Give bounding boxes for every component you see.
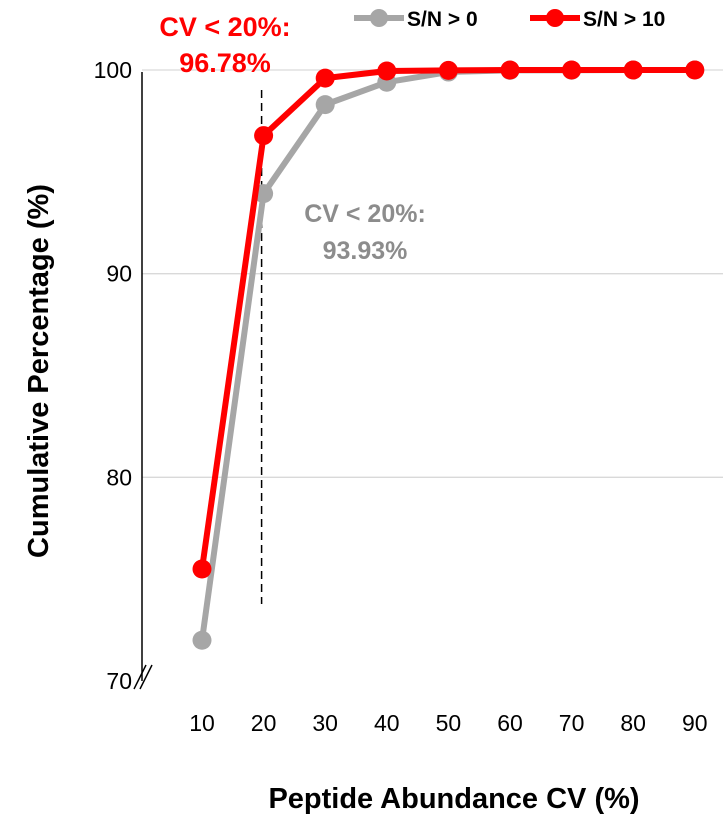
legend-label-sn0: S/N > 0 bbox=[407, 8, 478, 31]
x-tick-label-30: 30 bbox=[312, 710, 338, 736]
series-1-point-90 bbox=[685, 60, 705, 80]
x-tick-label-90: 90 bbox=[682, 710, 708, 736]
annotation-sn0-line2: 93.93% bbox=[323, 237, 408, 265]
legend-item-sn10: S/N > 10 bbox=[530, 8, 665, 31]
annotation-sn10-line1: CV < 20%: bbox=[159, 12, 290, 42]
x-axis-title: Peptide Abundance CV (%) bbox=[268, 783, 639, 815]
legend: S/N > 0 S/N > 10 bbox=[354, 8, 665, 31]
legend-label-sn10: S/N > 10 bbox=[583, 8, 665, 31]
annotation-sn10-line2: 96.78% bbox=[179, 48, 271, 78]
y-tick-label-80: 80 bbox=[106, 464, 132, 490]
series-1-point-10 bbox=[192, 559, 212, 579]
x-tick-label-40: 40 bbox=[374, 710, 400, 736]
series-1-point-40 bbox=[377, 61, 397, 81]
y-axis-title: Cumulative Percentage (%) bbox=[23, 184, 55, 558]
x-tick-label-50: 50 bbox=[436, 710, 462, 736]
legend-item-sn0: S/N > 0 bbox=[354, 8, 478, 31]
series-1-point-80 bbox=[623, 60, 643, 80]
y-tick-label-100: 100 bbox=[94, 57, 132, 83]
annotation-sn0: CV < 20%: 93.93% bbox=[304, 200, 426, 265]
series-1 bbox=[192, 60, 705, 579]
y-tick-label-70: 70 bbox=[106, 668, 132, 694]
y-tick-label-90: 90 bbox=[106, 261, 132, 287]
x-tick-label-70: 70 bbox=[559, 710, 585, 736]
x-tick-label-60: 60 bbox=[497, 710, 523, 736]
series-0 bbox=[192, 60, 705, 650]
series-line-1 bbox=[199, 67, 695, 570]
series-1-point-30 bbox=[315, 68, 335, 88]
annotation-sn10: CV < 20%: 96.78% bbox=[159, 12, 290, 78]
series-0-point-30 bbox=[315, 95, 335, 115]
series-1-point-70 bbox=[562, 60, 582, 80]
series bbox=[192, 60, 705, 650]
x-tick-label-80: 80 bbox=[620, 710, 646, 736]
annotation-sn0-line1: CV < 20%: bbox=[304, 200, 426, 228]
axis-break-marker bbox=[133, 664, 153, 690]
x-tick-label-20: 20 bbox=[251, 710, 277, 736]
series-1-point-20 bbox=[254, 126, 274, 146]
gridlines bbox=[142, 69, 723, 478]
series-line-0 bbox=[199, 67, 695, 641]
axes bbox=[133, 72, 153, 690]
y-tick-labels: 70 80 90 100 bbox=[94, 57, 132, 694]
x-tick-label-10: 10 bbox=[189, 710, 215, 736]
series-0-point-10 bbox=[192, 630, 212, 650]
series-1-point-50 bbox=[438, 60, 458, 80]
series-1-point-60 bbox=[500, 60, 520, 80]
x-tick-labels: 10 20 30 40 50 60 70 80 90 bbox=[189, 710, 707, 736]
